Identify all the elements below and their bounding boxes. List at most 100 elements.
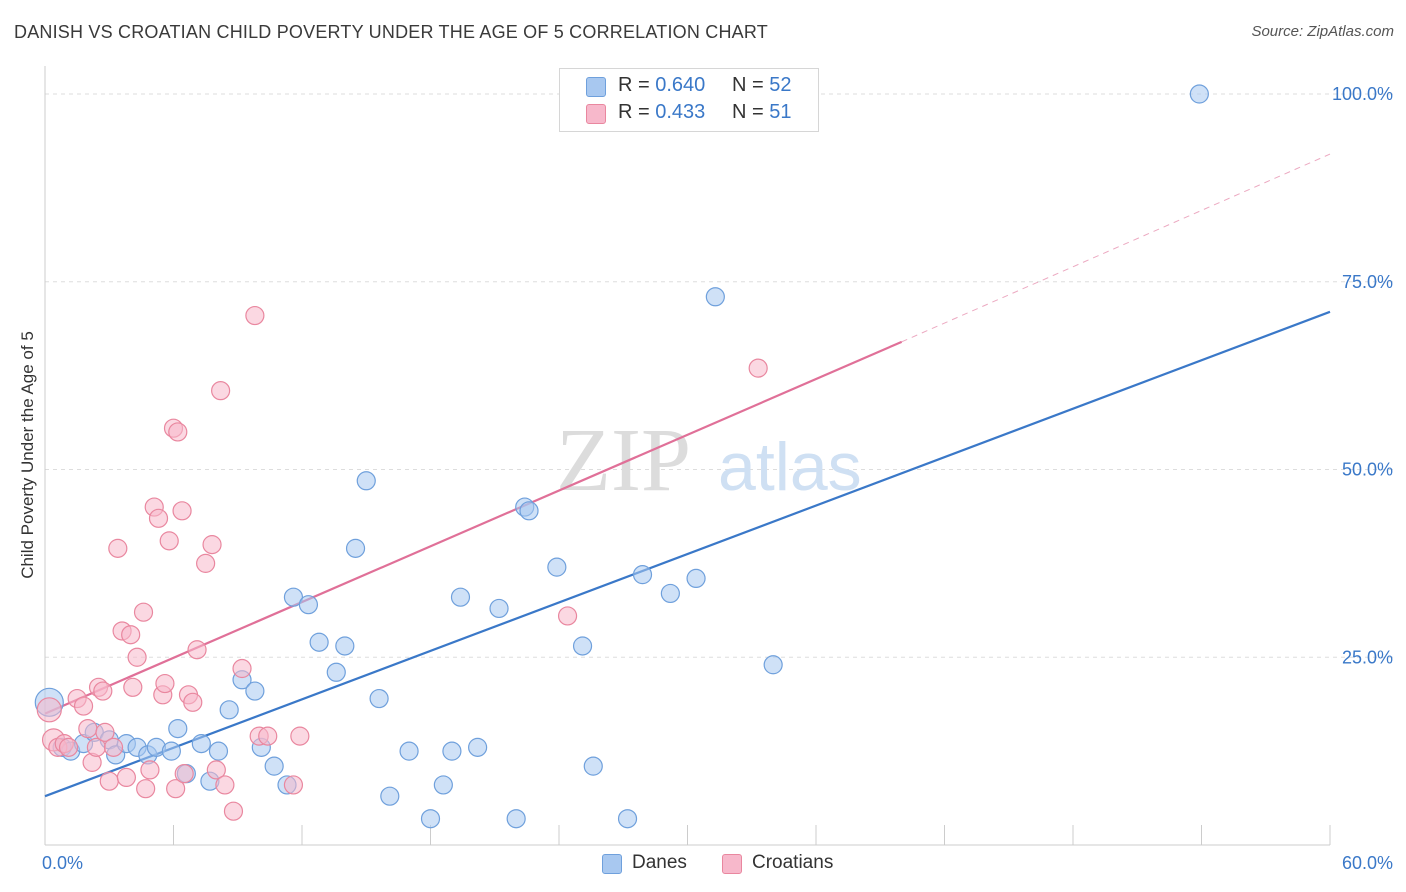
point-croatians — [290, 726, 310, 746]
bottom-legend-swatch-croatians — [722, 854, 742, 874]
point-croatians — [99, 771, 119, 791]
point-danes — [309, 632, 329, 652]
watermark-atlas: atlas — [718, 429, 862, 505]
y-tick-label: 25.0% — [1342, 647, 1393, 667]
point-danes — [632, 565, 653, 585]
point-croatians — [245, 305, 265, 326]
bottom-legend-label-croatians: Croatians — [752, 852, 834, 873]
point-danes — [506, 809, 526, 829]
point-croatians — [557, 606, 578, 626]
y-tick-label: 50.0% — [1342, 460, 1393, 480]
r-label: R = — [618, 101, 650, 123]
legend-swatch-danes — [586, 77, 606, 97]
point-danes — [298, 595, 319, 615]
point-croatians — [202, 535, 222, 555]
point-croatians — [127, 647, 147, 667]
gridlines — [45, 93, 1394, 658]
point-croatians — [155, 673, 175, 694]
x-tick-label: 0.0% — [42, 853, 83, 873]
point-danes — [519, 501, 539, 521]
chart-title: DANISH VS CROATIAN CHILD POVERTY UNDER T… — [14, 22, 768, 42]
point-danes — [583, 756, 603, 776]
point-croatians — [121, 625, 141, 645]
point-danes — [369, 688, 389, 709]
point-danes — [572, 636, 593, 656]
point-danes — [705, 287, 725, 307]
n-value: 52 — [769, 74, 792, 96]
point-danes — [345, 538, 366, 558]
y-tick-label: 100.0% — [1332, 84, 1393, 104]
watermark-zip: ZIP — [556, 411, 691, 510]
point-danes — [489, 598, 509, 619]
point-danes — [245, 681, 265, 701]
tick-labels: 25.0% 50.0% 75.0% 100.0% 0.0% 60.0% — [42, 84, 1393, 873]
point-croatians — [159, 531, 179, 551]
point-croatians — [196, 553, 216, 573]
point-danes — [660, 583, 680, 604]
point-danes — [763, 655, 783, 675]
correlation-legend: R = 0.640 N = 52 R = 0.433 N = 51 — [559, 68, 819, 132]
trendline-croatians — [901, 153, 1331, 343]
bottom-legend-swatch-danes — [602, 854, 622, 874]
point-croatians — [95, 722, 115, 742]
point-danes — [326, 662, 346, 682]
point-danes — [442, 741, 462, 761]
point-danes — [380, 786, 400, 806]
point-croatians — [174, 764, 194, 784]
point-croatians — [232, 658, 252, 679]
point-croatians — [215, 775, 235, 795]
point-croatians — [123, 677, 143, 697]
point-danes — [219, 700, 239, 720]
y-axis-label: Child Poverty Under the Age of 5 — [18, 331, 37, 579]
point-croatians — [148, 508, 169, 528]
point-danes — [420, 809, 441, 829]
point-croatians — [223, 801, 244, 821]
r-value: 0.640 — [655, 74, 706, 96]
point-croatians — [166, 779, 186, 799]
point-danes — [283, 587, 304, 607]
point-croatians — [93, 681, 113, 701]
point-danes — [468, 737, 488, 757]
point-croatians — [258, 726, 278, 746]
source-label: Source: ZipAtlas.com — [1251, 23, 1394, 40]
point-croatians — [206, 760, 226, 780]
point-danes — [208, 741, 229, 761]
point-danes — [547, 557, 567, 577]
legend-n-danes: N = 52 — [732, 74, 792, 97]
point-croatians — [187, 640, 207, 660]
point-croatians — [136, 779, 156, 799]
point-croatians — [108, 538, 128, 558]
point-croatians — [748, 358, 768, 378]
n-label: N = — [732, 74, 764, 96]
point-croatians — [78, 718, 98, 739]
point-croatians — [140, 760, 160, 780]
point-danes — [433, 775, 453, 795]
point-danes — [264, 756, 284, 776]
point-danes — [686, 568, 706, 589]
legend-n-croatians: N = 51 — [732, 101, 792, 124]
point-danes — [617, 809, 638, 829]
point-croatians — [58, 737, 79, 757]
x-tick-label: 60.0% — [1342, 853, 1393, 873]
point-danes — [356, 471, 376, 491]
legend-r-danes: R = 0.640 — [618, 74, 705, 97]
point-danes — [450, 587, 471, 607]
watermark: ZIP atlas — [556, 411, 862, 510]
point-croatians — [133, 602, 154, 622]
r-label: R = — [618, 74, 650, 96]
point-danes — [191, 734, 211, 754]
point-croatians — [172, 501, 192, 521]
point-croatians — [36, 697, 62, 723]
y-tick-label: 75.0% — [1342, 272, 1393, 292]
trendline-danes — [44, 310, 1331, 798]
data-points — [34, 84, 1209, 829]
r-value: 0.433 — [655, 101, 706, 123]
point-croatians — [103, 737, 124, 757]
point-danes — [399, 741, 419, 761]
n-value: 51 — [769, 101, 792, 123]
point-danes — [168, 718, 188, 739]
legend-swatch-croatians — [586, 104, 606, 124]
point-danes — [1189, 84, 1209, 104]
point-croatians — [73, 696, 94, 716]
